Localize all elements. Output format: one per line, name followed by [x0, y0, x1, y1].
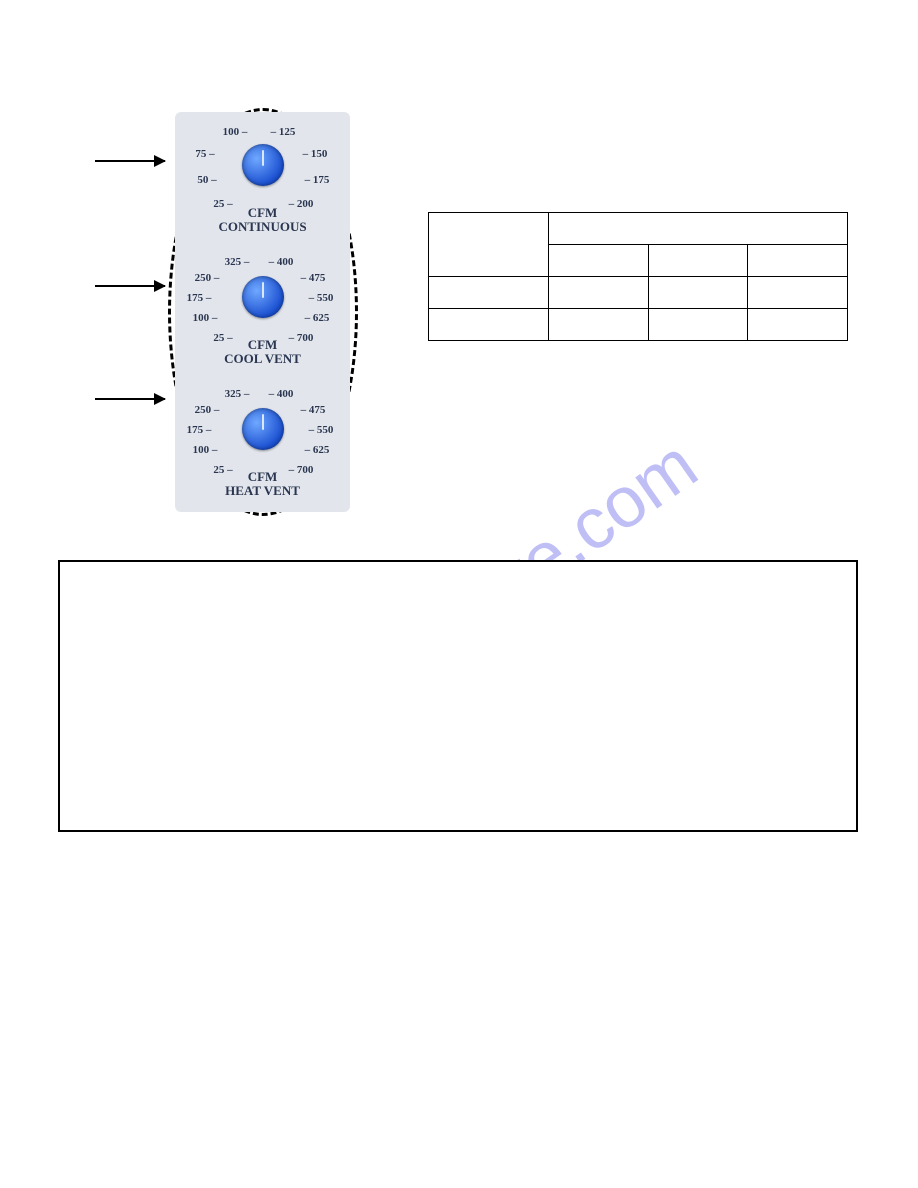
table-cell	[429, 309, 549, 341]
tick-label: – 200	[289, 198, 314, 210]
tick-label: – 700	[289, 464, 314, 476]
tick-label: – 150	[303, 148, 328, 160]
table-row	[429, 213, 848, 245]
tick-label: 100 –	[223, 126, 248, 138]
tick-label: 25 –	[213, 332, 232, 344]
tick-label: 75 –	[195, 148, 214, 160]
cfm-dial-panel: 25 – 50 – 75 – 100 – – 125 – 150 – 175 –…	[175, 112, 350, 512]
table-cell	[648, 309, 748, 341]
arrow-icon	[95, 285, 165, 287]
tick-label: 100 –	[193, 444, 218, 456]
data-table	[428, 212, 848, 341]
tick-label: – 475	[301, 404, 326, 416]
knob-heat-vent[interactable]	[242, 408, 284, 450]
table-cell	[748, 245, 848, 277]
knob-cool-vent[interactable]	[242, 276, 284, 318]
arrow-icon	[95, 160, 165, 162]
table-cell	[549, 277, 649, 309]
tick-label: – 175	[305, 174, 330, 186]
tick-label: 250 –	[195, 272, 220, 284]
tick-label: – 400	[269, 388, 294, 400]
table-row	[429, 309, 848, 341]
table-cell	[549, 309, 649, 341]
tick-label: – 475	[301, 272, 326, 284]
tick-label: – 550	[309, 424, 334, 436]
table-cell	[648, 245, 748, 277]
table-cell	[549, 245, 649, 277]
tick-label: 100 –	[193, 312, 218, 324]
tick-label: 175 –	[187, 292, 212, 304]
tick-label: 175 –	[187, 424, 212, 436]
table-cell	[648, 277, 748, 309]
knob-continuous[interactable]	[242, 144, 284, 186]
table-row	[429, 277, 848, 309]
tick-label: 325 –	[225, 388, 250, 400]
tick-label: – 125	[271, 126, 296, 138]
table-cell	[549, 213, 848, 245]
tick-label: – 400	[269, 256, 294, 268]
tick-label: – 625	[305, 312, 330, 324]
tick-label: 25 –	[213, 198, 232, 210]
table-cell	[748, 309, 848, 341]
dial-heat-vent: 25 – 100 – 175 – 250 – 325 – – 400 – 475…	[175, 382, 350, 497]
note-box	[58, 560, 858, 832]
table-cell	[748, 277, 848, 309]
tick-label: 50 –	[197, 174, 216, 186]
dial-cool-vent: 25 – 100 – 175 – 250 – 325 – – 400 – 475…	[175, 250, 350, 365]
tick-label: 25 –	[213, 464, 232, 476]
arrow-icon	[95, 398, 165, 400]
table-cell	[429, 213, 549, 277]
dial-continuous: 25 – 50 – 75 – 100 – – 125 – 150 – 175 –…	[175, 118, 350, 233]
tick-label: 250 –	[195, 404, 220, 416]
tick-label: 325 –	[225, 256, 250, 268]
table-cell	[429, 277, 549, 309]
tick-label: – 625	[305, 444, 330, 456]
tick-label: – 550	[309, 292, 334, 304]
tick-label: – 700	[289, 332, 314, 344]
